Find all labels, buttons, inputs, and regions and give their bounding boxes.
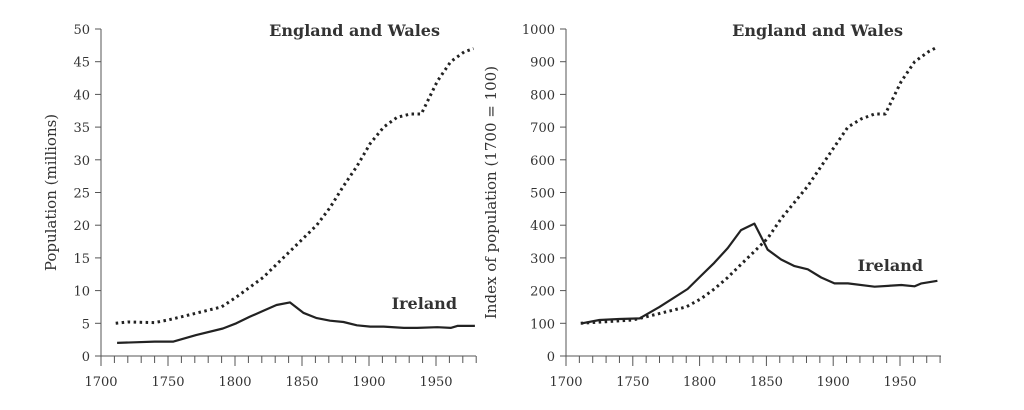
x-tick-label: 1950 [419, 375, 452, 390]
series-line-england-and-wales [580, 45, 939, 325]
y-tick-label: 1000 [522, 23, 555, 38]
y-tick-label: 300 [530, 252, 555, 267]
y-tick-label: 30 [73, 154, 90, 169]
series-label: Ireland [858, 256, 923, 275]
y-tick-label: 100 [530, 317, 555, 332]
x-tick-label: 1850 [285, 375, 318, 390]
y-tick-label: 400 [530, 219, 555, 234]
series-line-england-and-wales [115, 47, 474, 325]
x-tick-label: 1950 [883, 375, 916, 390]
x-tick-label: 1750 [616, 375, 649, 390]
y-tick-label: 600 [530, 154, 555, 169]
y-tick-label: 35 [73, 121, 90, 136]
y-tick-label: 45 [73, 56, 90, 71]
y-tick-label: 0 [547, 350, 555, 365]
x-tick-label: 1900 [352, 375, 385, 390]
y-tick-label: 800 [530, 88, 555, 103]
chart-2: 0 100 200 300 400 500 600 700 800 900 1000 1700 1750… [482, 21, 941, 390]
series-label: England and Wales [732, 21, 903, 40]
y-tick-label: 0 [82, 350, 90, 365]
y-tick-label: 900 [530, 56, 555, 71]
series-label: Ireland [392, 294, 457, 313]
series-line-ireland [117, 301, 475, 344]
y-tick-label: 25 [73, 187, 90, 202]
y-tick-label: 200 [530, 285, 555, 300]
x-tick-label: 1900 [817, 375, 850, 390]
y-tick-label: 50 [73, 23, 90, 38]
y-tick-label: 15 [73, 252, 90, 267]
y-tick-label: 20 [73, 219, 90, 234]
y-tick-label: 40 [73, 88, 90, 103]
x-tick-label: 1750 [151, 375, 184, 390]
y-tick-label: 700 [530, 121, 555, 136]
y-axis-label: Index of population (1700 = 100) [482, 66, 500, 319]
x-tick-label: 1800 [683, 375, 716, 390]
chart-1: 0 5 10 15 20 25 30 35 40 45 50 1700 1750 1800 1850 1900… [42, 21, 477, 390]
x-tick-label: 1850 [750, 375, 783, 390]
y-tick-label: 10 [73, 285, 90, 300]
x-tick-label: 1700 [84, 375, 117, 390]
x-tick-label: 1800 [218, 375, 251, 390]
series-label: England and Wales [269, 21, 440, 40]
x-tick-label: 1700 [549, 375, 582, 390]
y-axis-label: Population (millions) [42, 114, 60, 271]
series-line-ireland [581, 222, 938, 325]
y-tick-label: 5 [82, 317, 90, 332]
y-tick-label: 500 [530, 187, 555, 202]
